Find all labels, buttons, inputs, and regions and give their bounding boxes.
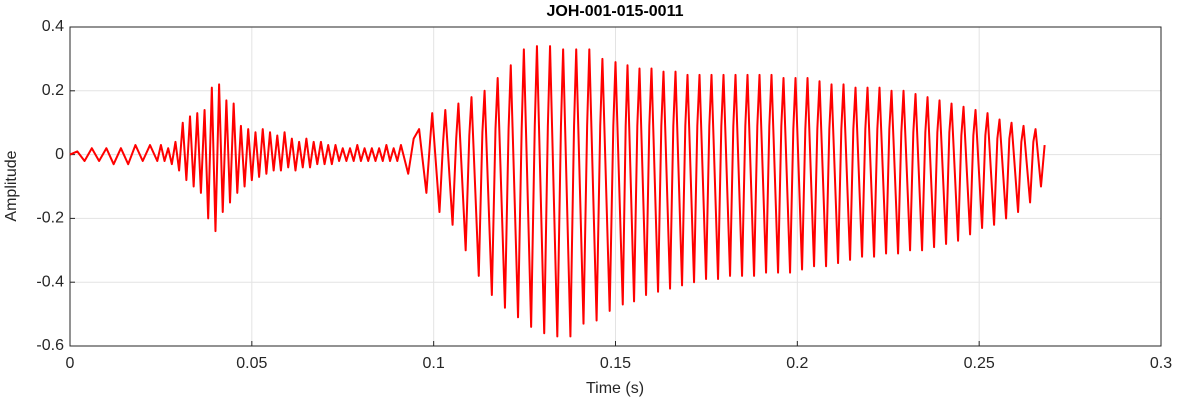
- chart-title: JOH-001-015-0011: [547, 3, 684, 20]
- x-tick-label: 0.1: [423, 355, 445, 372]
- y-tick-label: -0.4: [36, 273, 64, 290]
- y-tick-label: -0.2: [36, 210, 64, 227]
- plot-frame: [69, 26, 1162, 347]
- x-tick-label: 0.3: [1150, 355, 1172, 372]
- y-tick-label: 0.4: [42, 18, 64, 35]
- x-axis-label: Time (s): [586, 380, 644, 397]
- y-tick-label: 0.2: [42, 82, 64, 99]
- x-tick-label: 0.25: [964, 355, 995, 372]
- waveform: [69, 45, 1046, 338]
- y-axis-label: Amplitude: [3, 150, 20, 221]
- y-tick-label: -0.6: [36, 337, 64, 354]
- x-tick-label: 0: [66, 355, 75, 372]
- x-tick-label: 0.05: [236, 355, 267, 372]
- x-tick-label: 0.15: [600, 355, 631, 372]
- x-tick-label: 0.2: [786, 355, 808, 372]
- y-tick-label: 0: [55, 146, 64, 163]
